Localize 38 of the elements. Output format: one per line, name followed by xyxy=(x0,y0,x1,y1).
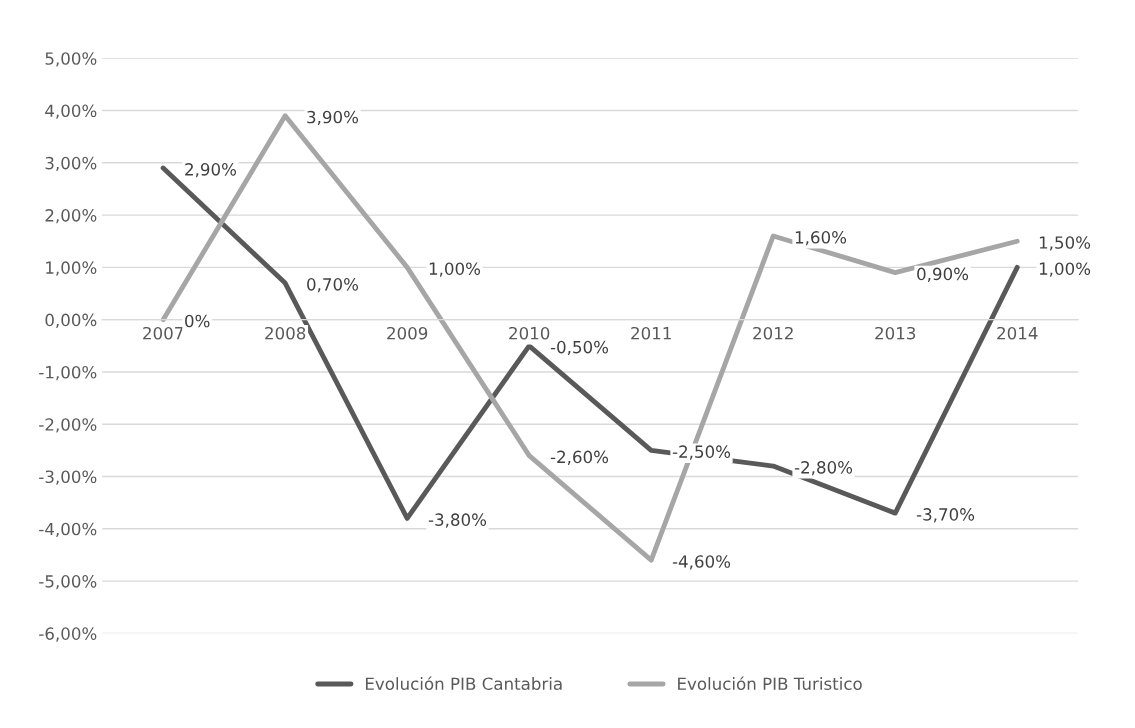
data-label: -2,80% xyxy=(794,461,853,476)
y-tick-label: -5,00% xyxy=(39,575,97,590)
data-label: 3,90% xyxy=(307,110,359,126)
y-tick-label: 4,00% xyxy=(45,104,97,119)
y-tick-label: -6,00% xyxy=(39,627,97,642)
data-label: -3,80% xyxy=(428,513,487,528)
y-tick-label: 5,00% xyxy=(45,52,97,67)
legend-label: Evolución PIB Cantabria xyxy=(365,676,562,691)
data-label: 0% xyxy=(185,314,210,328)
data-label: 1,00% xyxy=(1039,262,1091,277)
x-tick-label: 2007 xyxy=(143,326,183,340)
x-tick-label: 2014 xyxy=(997,326,1038,340)
data-label: -2,60% xyxy=(550,450,609,465)
y-tick-label: 0,00% xyxy=(45,313,97,328)
x-tick-label: 2010 xyxy=(509,326,550,340)
data-label: 1,50% xyxy=(1039,236,1091,251)
y-tick-label: -4,00% xyxy=(39,522,97,538)
x-tick-label: 2012 xyxy=(753,326,793,340)
data-label: 0,70% xyxy=(307,278,359,293)
y-tick-label: 3,00% xyxy=(45,156,97,172)
data-label: 2,90% xyxy=(185,163,237,178)
x-tick-label: 2009 xyxy=(387,326,428,340)
data-label: 1,00% xyxy=(429,262,481,277)
data-label: 1,60% xyxy=(795,231,847,246)
data-label: -4,60% xyxy=(672,555,731,570)
y-tick-label: -2,00% xyxy=(39,418,97,433)
data-label: -2,50% xyxy=(672,445,731,460)
y-tick-label: -3,00% xyxy=(39,470,97,485)
legend-label: Evolución PIB Turistico xyxy=(678,676,862,691)
y-tick-label: 2,00% xyxy=(45,209,97,224)
y-tick-label: 1,00% xyxy=(46,261,97,276)
x-tick-label: 2008 xyxy=(265,326,306,340)
data-label: -0,50% xyxy=(550,340,609,356)
x-tick-label: 2011 xyxy=(631,326,671,340)
x-tick-label: 2013 xyxy=(875,326,916,340)
y-tick-label: -1,00% xyxy=(39,365,97,381)
data-label: -3,70% xyxy=(916,508,975,523)
data-label: 0,90% xyxy=(917,267,969,282)
